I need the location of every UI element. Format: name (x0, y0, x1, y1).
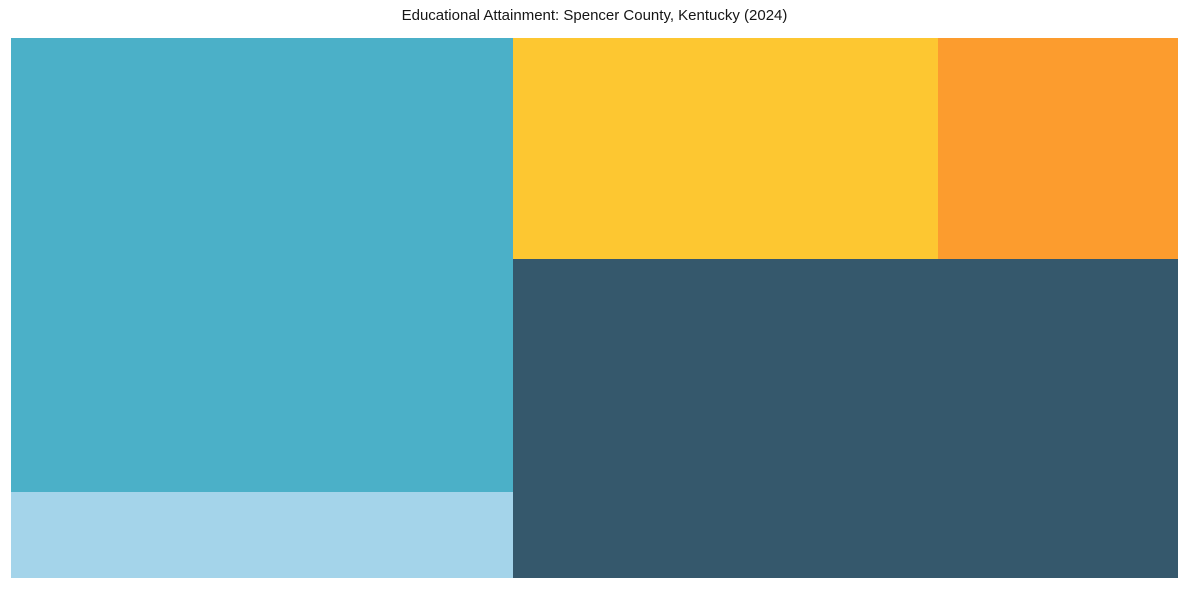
treemap-tile-bachelors-degree[interactable]: Bachelor's degree (513, 259, 1178, 578)
page-title: Educational Attainment: Spencer County, … (401, 7, 788, 24)
treemap-plot-area: High school graduate Less than high scho… (11, 38, 1178, 578)
treemap-tile-some-college-no-degree[interactable]: Some college, no degree (513, 38, 938, 259)
treemap-tile-less-than-high-school[interactable]: Less than high school (11, 492, 513, 578)
treemap-tile-high-school-graduate[interactable]: High school graduate (11, 38, 513, 492)
treemap-tile-associates-degree[interactable]: Associate's degree (938, 38, 1178, 259)
